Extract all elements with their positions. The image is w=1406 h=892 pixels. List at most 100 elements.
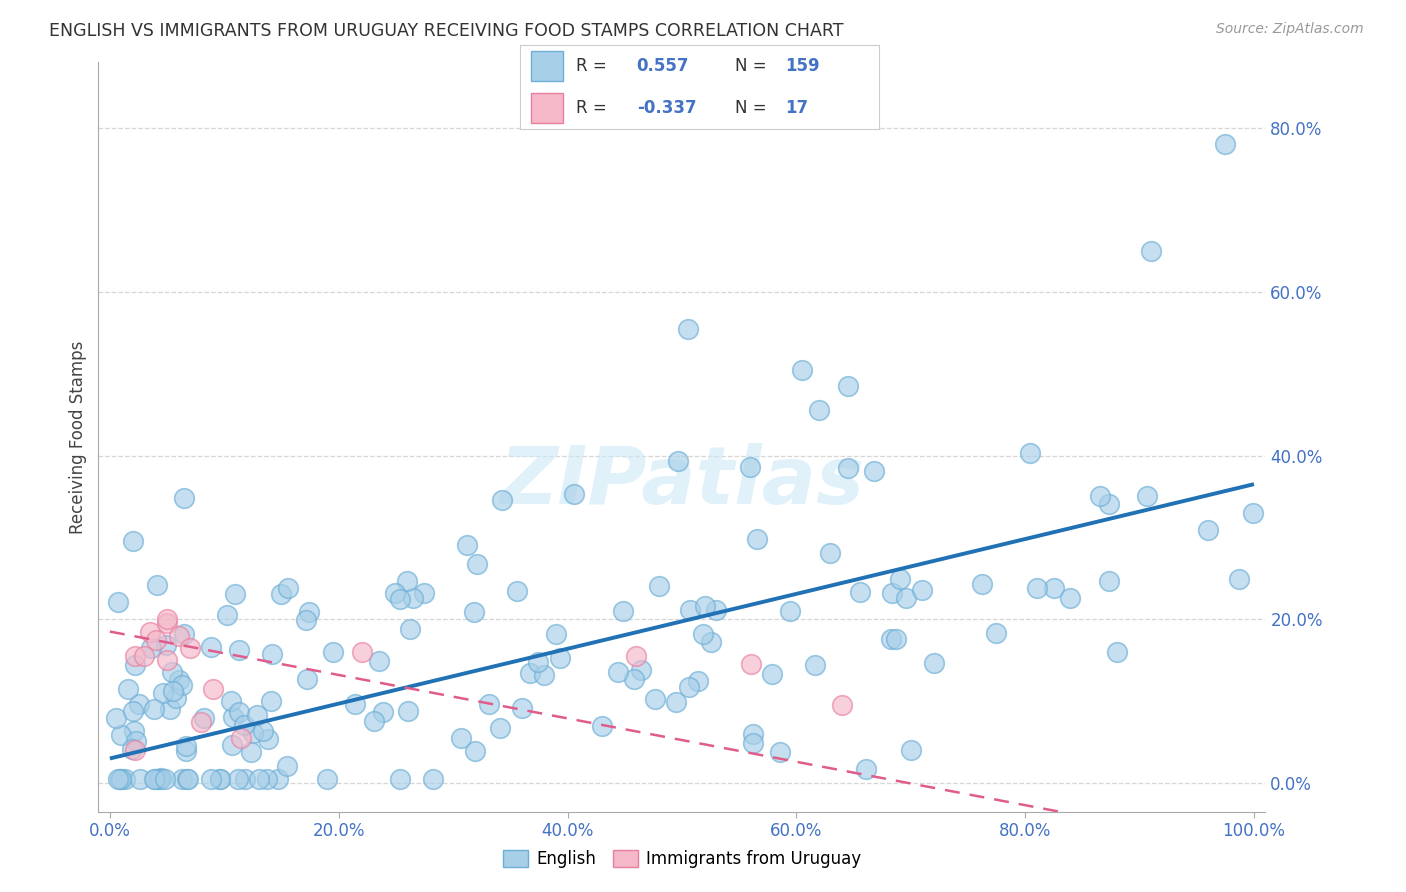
Point: [371, 706, 394, 720]
Point: [200, 640, 222, 654]
Point: [247, 772, 270, 786]
Point: [665, 695, 688, 709]
Point: [156, 653, 179, 667]
Point: [607, 665, 630, 679]
Point: [399, 622, 422, 636]
Point: [105, 710, 128, 724]
Point: [142, 772, 165, 786]
Point: [1025, 581, 1047, 595]
Point: [173, 626, 195, 640]
Point: [108, 772, 131, 786]
Point: [173, 491, 195, 506]
Point: [224, 587, 246, 601]
Text: R =: R =: [576, 99, 606, 117]
Point: [221, 710, 243, 724]
Point: [463, 605, 485, 619]
Point: [228, 705, 250, 719]
Point: [742, 727, 765, 741]
Point: [124, 658, 146, 673]
Point: [174, 744, 197, 758]
Point: [176, 772, 198, 786]
Point: [900, 743, 922, 757]
Point: [1059, 591, 1081, 605]
Point: [221, 738, 243, 752]
Point: [228, 643, 250, 657]
Point: [402, 591, 425, 605]
Point: [456, 538, 478, 552]
Point: [145, 578, 167, 592]
Text: N =: N =: [735, 57, 766, 75]
Point: [1090, 489, 1112, 503]
Point: [970, 577, 993, 591]
Point: [139, 640, 162, 655]
Point: [1140, 244, 1163, 258]
Point: [612, 604, 634, 618]
Point: [162, 684, 184, 698]
Point: [117, 681, 139, 696]
Point: [350, 645, 373, 659]
Point: [146, 772, 169, 786]
Point: [804, 657, 827, 672]
Point: [506, 584, 529, 599]
Point: [167, 673, 190, 687]
Point: [533, 668, 555, 682]
Point: [808, 403, 831, 417]
Point: [422, 772, 444, 786]
Point: [769, 745, 792, 759]
Point: [153, 772, 176, 786]
Point: [217, 607, 239, 622]
Point: [219, 694, 242, 708]
Point: [648, 579, 671, 593]
Point: [124, 743, 146, 757]
Point: [107, 595, 129, 609]
Point: [294, 613, 316, 627]
Point: [233, 717, 256, 731]
Point: [176, 772, 198, 786]
Point: [242, 726, 264, 740]
Point: [270, 586, 292, 600]
Point: [1136, 489, 1159, 503]
Point: [114, 772, 136, 786]
Point: [849, 584, 872, 599]
Point: [692, 627, 714, 641]
Point: [738, 459, 761, 474]
Point: [519, 665, 541, 680]
Point: [121, 534, 143, 549]
Point: [1197, 523, 1219, 537]
Point: [779, 604, 801, 618]
Text: 159: 159: [786, 57, 820, 75]
Text: R =: R =: [576, 57, 606, 75]
Point: [676, 321, 699, 335]
Text: -0.337: -0.337: [637, 99, 696, 117]
Point: [695, 599, 717, 613]
Point: [1019, 446, 1042, 460]
Point: [644, 692, 666, 706]
Text: 17: 17: [786, 99, 808, 117]
Point: [143, 702, 166, 716]
Point: [162, 665, 184, 680]
Text: ZIPatlas: ZIPatlas: [499, 443, 865, 521]
Point: [880, 585, 903, 599]
Point: [201, 681, 224, 696]
Point: [143, 772, 166, 786]
Text: N =: N =: [735, 99, 766, 117]
Point: [450, 731, 472, 746]
Point: [200, 772, 222, 786]
Point: [700, 635, 723, 649]
Text: ENGLISH VS IMMIGRANTS FROM URUGUAY RECEIVING FOOD STAMPS CORRELATION CHART: ENGLISH VS IMMIGRANTS FROM URUGUAY RECEI…: [49, 22, 844, 40]
FancyBboxPatch shape: [531, 93, 564, 122]
Point: [124, 649, 146, 664]
Point: [107, 772, 129, 786]
Point: [121, 741, 143, 756]
Point: [125, 734, 148, 748]
Point: [149, 772, 172, 786]
Point: [262, 648, 284, 662]
Point: [624, 649, 647, 664]
Point: [172, 678, 194, 692]
Point: [122, 704, 145, 718]
Point: [363, 714, 385, 729]
Point: [837, 460, 859, 475]
Text: Source: ZipAtlas.com: Source: ZipAtlas.com: [1216, 22, 1364, 37]
Point: [1098, 497, 1121, 511]
FancyBboxPatch shape: [531, 52, 564, 81]
